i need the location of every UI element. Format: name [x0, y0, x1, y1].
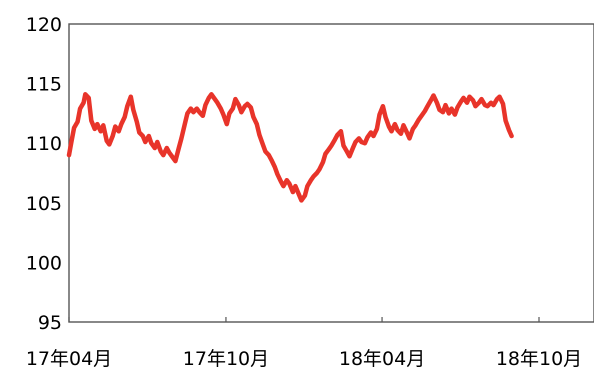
y-tick-label: 120 [26, 14, 62, 36]
y-tick-label: 95 [38, 312, 62, 334]
series-layer [66, 92, 514, 203]
x-tick-label: 17年04月 [26, 348, 112, 370]
y-tick-label: 100 [26, 252, 62, 274]
y-axis: 95 100 105 110 115 120 [26, 14, 62, 334]
x-axis: 17年04月 17年10月 18年04月 18年10月 [26, 317, 582, 370]
y-tick-label: 105 [26, 193, 62, 215]
plot-frame [68, 23, 594, 323]
x-tick-label: 18年10月 [496, 348, 582, 370]
y-tick-label: 110 [26, 133, 62, 155]
x-tick-label: 18年04月 [339, 348, 425, 370]
series-line-0 [66, 92, 514, 203]
y-tick-label: 115 [26, 74, 62, 96]
x-tick-label: 17年10月 [183, 348, 269, 370]
